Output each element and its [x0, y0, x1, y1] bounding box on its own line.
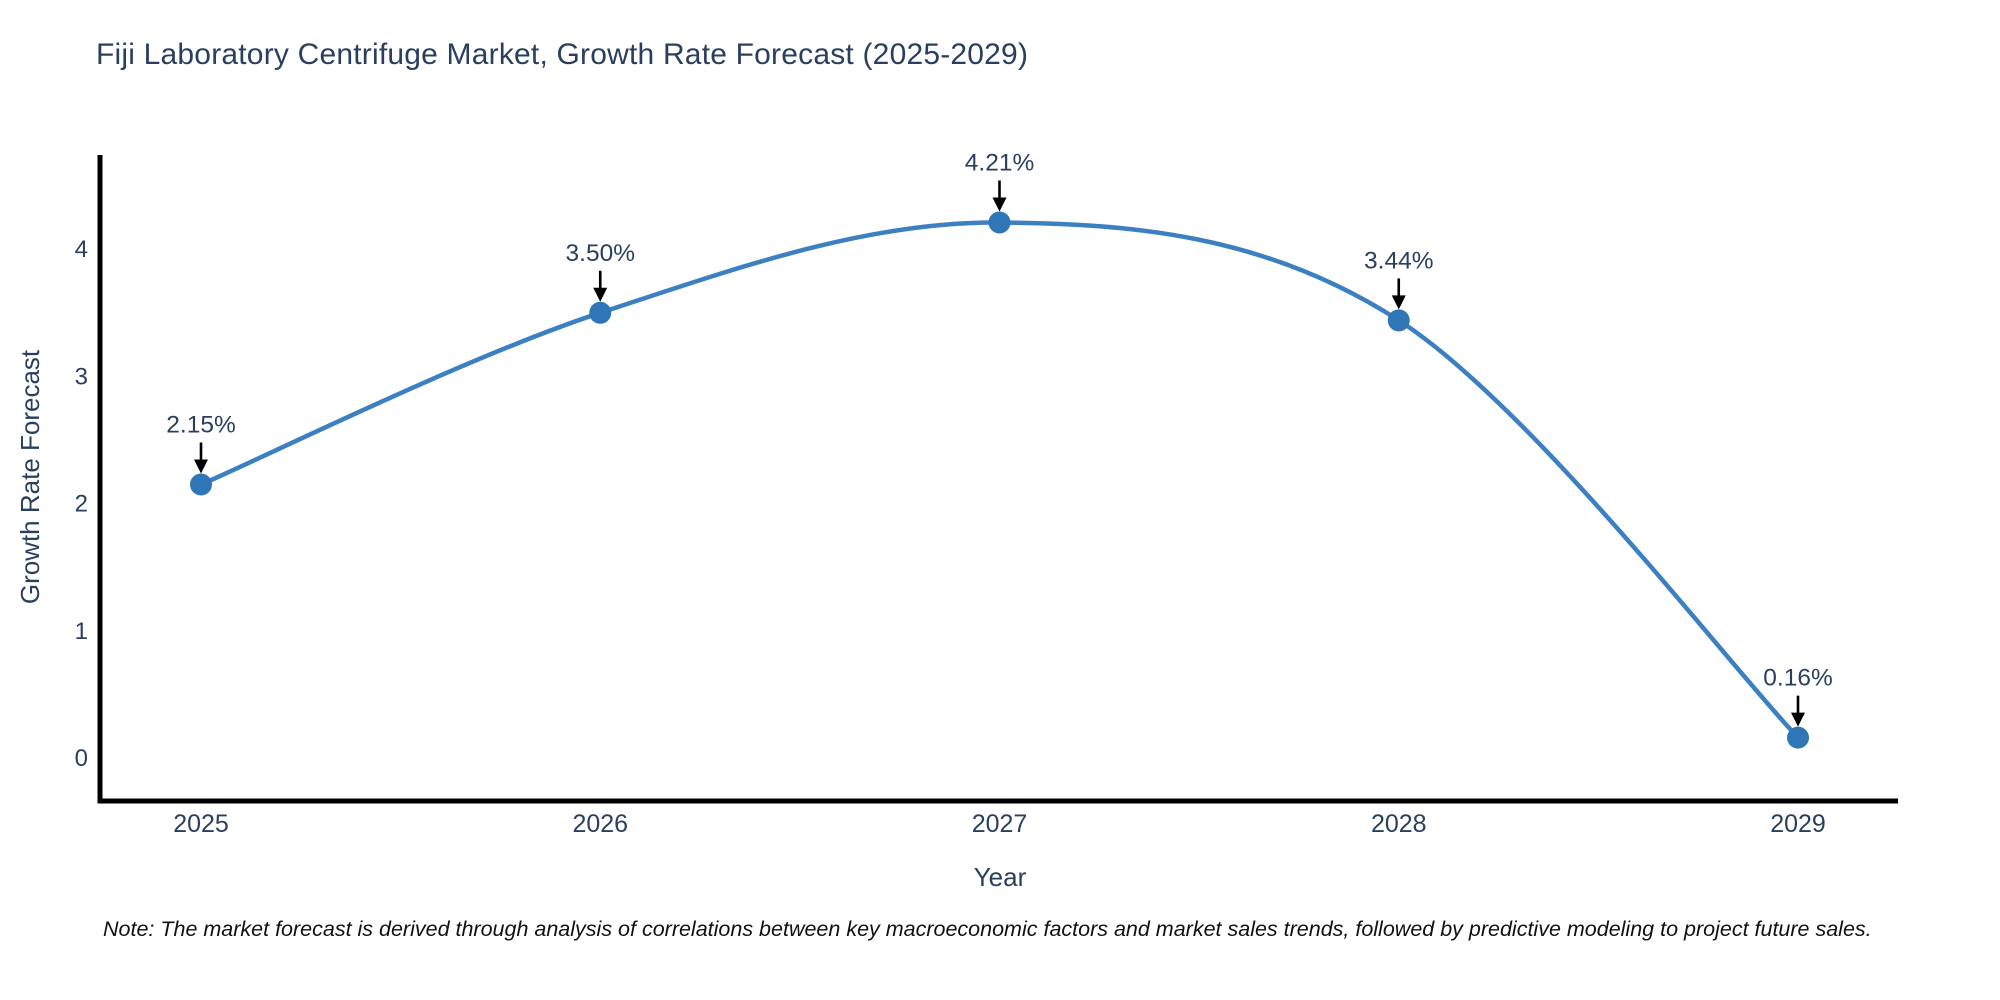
- data-point-marker[interactable]: [589, 301, 612, 324]
- y-tick-label: 1: [75, 618, 88, 645]
- annotation-arrowhead: [593, 287, 608, 302]
- x-tick-label: 2025: [173, 810, 229, 838]
- y-tick-label: 3: [75, 363, 88, 390]
- y-tick-label: 0: [75, 745, 88, 772]
- annotation-arrowhead: [992, 197, 1007, 212]
- footnote: Note: The market forecast is derived thr…: [103, 917, 1872, 941]
- point-annotation-label: 3.50%: [566, 240, 635, 267]
- y-tick-label: 2: [75, 491, 88, 518]
- data-point-marker[interactable]: [190, 473, 212, 496]
- y-tick-label: 4: [75, 236, 88, 263]
- point-annotation-label: 3.44%: [1364, 247, 1433, 274]
- x-tick-label: 2027: [972, 810, 1028, 838]
- forecast-line-series: [190, 211, 1809, 749]
- data-point-marker[interactable]: [1787, 726, 1809, 749]
- x-tick-label: 2029: [1770, 810, 1826, 838]
- x-axis-tick-labels: 2025 2026 2027 2028 2029: [173, 810, 1826, 838]
- x-tick-label: 2026: [572, 810, 628, 838]
- chart-title: Fiji Laboratory Centrifuge Market, Growt…: [96, 38, 1029, 71]
- annotation-arrowhead: [1791, 712, 1805, 727]
- forecast-line: [198, 220, 1801, 740]
- data-point-marker[interactable]: [1387, 309, 1410, 332]
- x-axis-title: Year: [974, 862, 1027, 892]
- point-annotation-label: 4.21%: [965, 149, 1034, 176]
- data-point-marker[interactable]: [988, 211, 1011, 234]
- point-annotation-label: 2.15%: [166, 412, 235, 439]
- y-axis-title: Growth Rate Forecast: [15, 349, 45, 604]
- point-annotations: 2.15% 3.50% 4.21% 3.44% 0.16%: [166, 149, 1833, 727]
- y-axis-tick-labels: 0 1 2 3 4: [75, 236, 88, 772]
- point-annotation-label: 0.16%: [1763, 665, 1832, 692]
- annotation-arrowhead: [194, 459, 208, 474]
- annotation-arrowhead: [1391, 295, 1406, 310]
- x-tick-label: 2028: [1371, 810, 1427, 838]
